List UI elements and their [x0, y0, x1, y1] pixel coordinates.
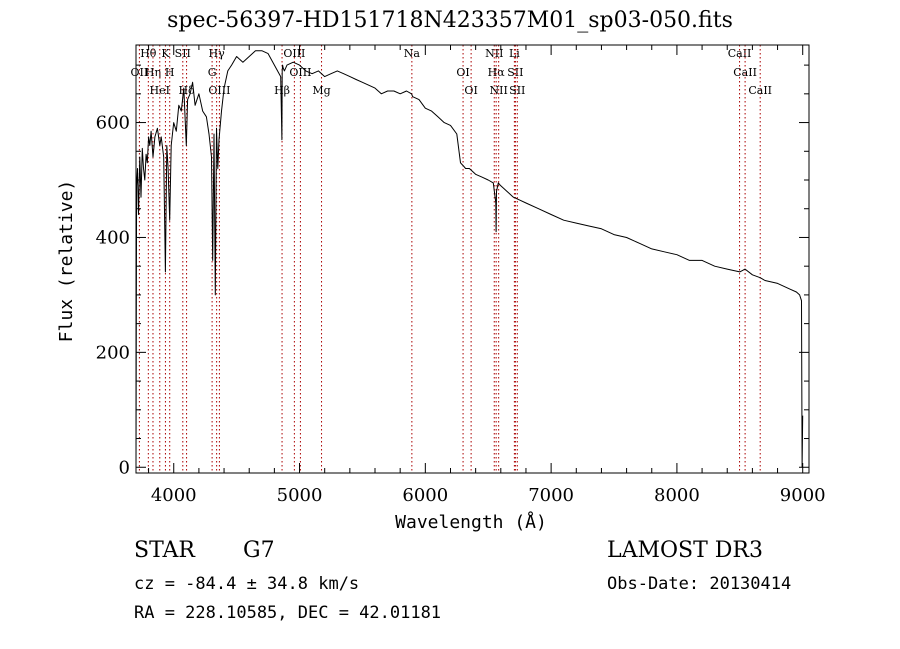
axes: 4000 5000 6000 7000 8000 9000 0 200 400 600	[96, 45, 826, 506]
annotation-label: SII	[509, 84, 525, 97]
coords-info: RA = 228.10585, DEC = 42.01181	[134, 603, 441, 623]
redshift-info: cz = -84.4 ± 34.8 km/s	[134, 574, 359, 594]
x-tick-label: 4000	[151, 485, 197, 506]
y-tick-label: 200	[96, 342, 130, 363]
object-class-label: STAR	[134, 538, 195, 563]
line-annotations: HθHηHeIKHHδSIIOIIOIIIHγGHβOIIIOIIIMgNaOI…	[131, 45, 772, 473]
annotation-label: K	[161, 47, 170, 60]
annotation-label: OIII	[289, 66, 311, 79]
coords-text: RA = 228.10585, DEC = 42.01181	[134, 603, 442, 623]
x-axis-label: Wavelength (Å)	[395, 511, 547, 533]
spectrum-line	[135, 50, 804, 468]
annotation-label: CaII	[748, 84, 772, 97]
chart-title: spec-56397-HD151718N423357M01_sp03-050.f…	[167, 8, 733, 33]
survey-label: LAMOST DR3	[607, 538, 763, 563]
obs-date-text: Obs-Date: 20130414	[607, 574, 792, 594]
annotation-label: CaII	[733, 66, 757, 79]
y-axis-label: Flux (relative)	[56, 180, 77, 343]
annotation-label: Hη	[145, 66, 161, 79]
annotation-label: SII	[175, 47, 191, 60]
y-tick-label: 400	[96, 227, 130, 248]
annotation-label: OI	[464, 84, 477, 97]
plot-frame	[135, 44, 810, 474]
annotation-label: OIII	[283, 47, 305, 60]
x-tick-label: 5000	[277, 485, 323, 506]
y-tick-label: 600	[96, 113, 130, 134]
annotation-label: Li	[509, 47, 520, 60]
annotation-label: CaII	[728, 47, 752, 60]
annotation-label: NII	[490, 84, 508, 97]
subclass: G7	[243, 538, 275, 563]
annotation-label: OII	[131, 66, 149, 79]
y-tick-label: 0	[119, 457, 130, 478]
annotation-label: Hα	[488, 66, 506, 79]
spectrum-layer	[135, 50, 804, 468]
annotation-label: Na	[404, 47, 421, 60]
subclass-label: G7	[243, 538, 275, 563]
annotation-label: HeI	[150, 84, 170, 97]
annotation-label: G	[208, 66, 217, 79]
x-tick-label: 7000	[528, 485, 574, 506]
x-tick-label: 6000	[402, 485, 448, 506]
x-tick-label: 9000	[780, 485, 826, 506]
annotation-label: Mg	[312, 84, 330, 97]
annotation-label: OI	[456, 66, 469, 79]
annotation-label: H	[165, 66, 175, 79]
annotation-label: OIII	[208, 84, 230, 97]
annotation-label: Hγ	[209, 47, 226, 60]
survey-name: LAMOST DR3	[607, 538, 763, 563]
redshift-text: cz = -84.4 ± 34.8 km/s	[134, 574, 360, 594]
annotation-label: SII	[507, 66, 523, 79]
object-class: STAR	[134, 538, 195, 563]
obs-date-info: Obs-Date: 20130414	[607, 574, 791, 594]
x-tick-label: 8000	[654, 485, 700, 506]
